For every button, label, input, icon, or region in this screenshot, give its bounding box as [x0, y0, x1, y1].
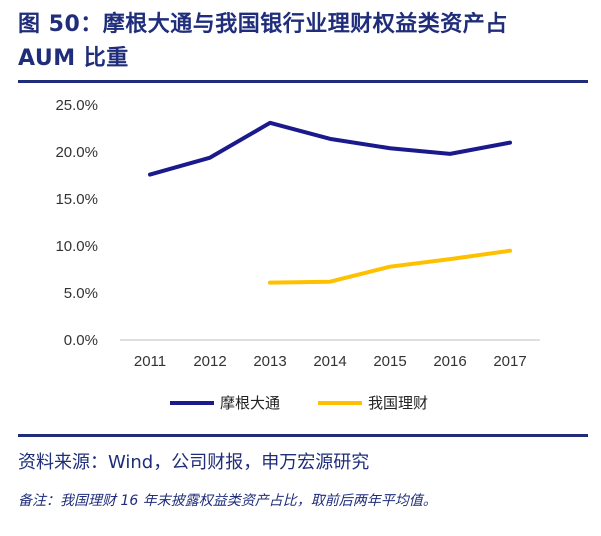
x-tick-label: 2015 [373, 353, 406, 370]
y-tick-label: 25.0% [55, 97, 98, 114]
y-tick-label: 0.0% [64, 332, 98, 349]
x-tick-label: 2011 [134, 353, 166, 370]
legend-item-cn-label: 我国理财 [368, 394, 428, 412]
y-tick-label: 15.0% [55, 191, 98, 208]
legend-item-jpm-label: 摩根大通 [220, 394, 280, 412]
y-axis-labels: 25.0% 20.0% 15.0% 10.0% 5.0% 0.0% [55, 97, 98, 349]
x-tick-label: 2012 [193, 353, 226, 370]
x-tick-label: 2017 [493, 353, 526, 370]
x-tick-label: 2013 [253, 353, 286, 370]
y-tick-label: 20.0% [55, 144, 98, 161]
y-tick-label: 5.0% [64, 285, 98, 302]
line-chart: 25.0%20.0%15.0%10.0%5.0%0.0% 2011 2012 201… [55, 97, 540, 412]
y-tick-label: 10.0% [55, 238, 98, 255]
bottom-divider [18, 434, 588, 437]
legend: 摩根大通 我国理财 [170, 394, 428, 412]
footnote: 备注：我国理财 16 年末披露权益类资产占比，取前后两年平均值。 [18, 493, 437, 509]
x-tick-label: 2016 [433, 353, 466, 370]
chart-title-line-2: AUM 比重 [18, 46, 129, 71]
chart-title: 图 50：摩根大通与我国银行业理财权益类资产占 AUM 比重 [18, 8, 588, 76]
top-divider [18, 80, 588, 83]
x-axis: 2011 2012 2013 2014 2015 2016 2017 [120, 339, 540, 370]
chart-title-line-1: 图 50：摩根大通与我国银行业理财权益类资产占 [18, 12, 508, 37]
source-note: 资料来源：Wind，公司财报，申万宏源研究 [18, 452, 370, 473]
series-layer [148, 120, 512, 285]
x-tick-label: 2014 [313, 353, 346, 370]
series-line-jpm [148, 120, 512, 177]
